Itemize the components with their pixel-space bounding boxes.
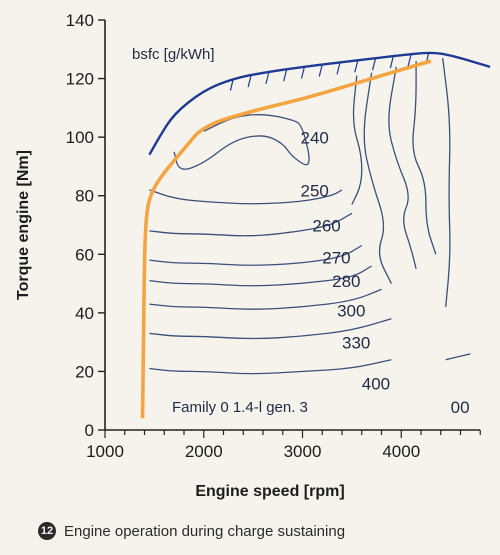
axis-ticks (98, 19, 481, 438)
tick-labels: 0 20 40 60 80 100 120 140 1000 2000 3000 4000 (66, 11, 421, 461)
bsfc-contour-right (351, 75, 363, 205)
hatch-stroke (389, 55, 394, 69)
bsfc-contour (173, 114, 310, 170)
hatch-stroke (265, 71, 270, 84)
hatch-stroke (336, 62, 341, 75)
contour-label: 260 (312, 216, 340, 235)
contour-label: 330 (342, 334, 370, 353)
max-torque-curve (148, 51, 491, 156)
hatch-stroke (407, 54, 412, 67)
bsfc-right-contours (351, 58, 451, 308)
hatch-stroke (300, 66, 306, 79)
hatch-stroke (229, 78, 234, 91)
figure-number-badge: 12 (38, 522, 56, 540)
contour-label: 00 (451, 398, 470, 417)
y-tick-label: 140 (66, 11, 94, 30)
y-tick-label: 80 (75, 187, 94, 206)
x-tick-label: 1000 (86, 442, 124, 461)
y-axis-title: Torque engine [Nm] (15, 150, 32, 300)
y-tick-label: 120 (66, 70, 94, 89)
y-tick-label: 100 (66, 128, 94, 147)
operating-line (140, 59, 432, 419)
contour-label: 400 (362, 375, 390, 394)
bsfc-contour (149, 212, 353, 237)
x-tick-label: 4000 (382, 442, 420, 461)
figure-caption: 12 Engine operation during charge sustai… (38, 518, 498, 544)
hatch-stroke (283, 69, 288, 82)
bsfc-contours (149, 114, 471, 375)
bsfc-contour (149, 265, 372, 287)
bsfc-contour (149, 189, 343, 205)
y-tick-label: 40 (75, 304, 94, 323)
bsfc-contour-right (412, 61, 437, 255)
hatch-stroke (371, 58, 377, 71)
bsfc-contour (149, 359, 392, 375)
y-tick-label: 20 (75, 362, 94, 381)
max-torque-hatching (229, 52, 430, 91)
bsfc-contour (149, 244, 363, 266)
contour-label: 270 (322, 249, 350, 268)
x-axis-title: Engine speed [rpm] (195, 483, 344, 500)
engine-label: Family 0 1.4-l gen. 3 (172, 399, 308, 416)
y-tick-label: 60 (75, 245, 94, 264)
bsfc-contour (149, 288, 382, 310)
hatch-stroke (354, 60, 359, 73)
bsfc-contour (149, 318, 392, 340)
x-tick-label: 2000 (185, 442, 223, 461)
hatch-stroke (247, 74, 252, 88)
x-tick-label: 3000 (284, 442, 322, 461)
contour-label: 240 (301, 129, 329, 148)
y-tick-label: 0 (85, 421, 94, 440)
bsfc-contour (445, 353, 471, 361)
bsfc-contour-right (442, 58, 451, 308)
contour-label: 250 (301, 181, 329, 200)
bsfc-contour-right (363, 72, 392, 284)
figure-caption-text: Engine operation during charge sustainin… (64, 522, 346, 540)
contour-labels: 240 250 260 270 280 300 330 400 00 (301, 129, 470, 417)
map-label: bsfc [g/kWh] (132, 46, 215, 63)
bsfc-contour-right (388, 66, 417, 270)
contour-label: 280 (332, 272, 360, 291)
contour-label: 300 (337, 301, 365, 320)
hatch-stroke (318, 64, 323, 77)
